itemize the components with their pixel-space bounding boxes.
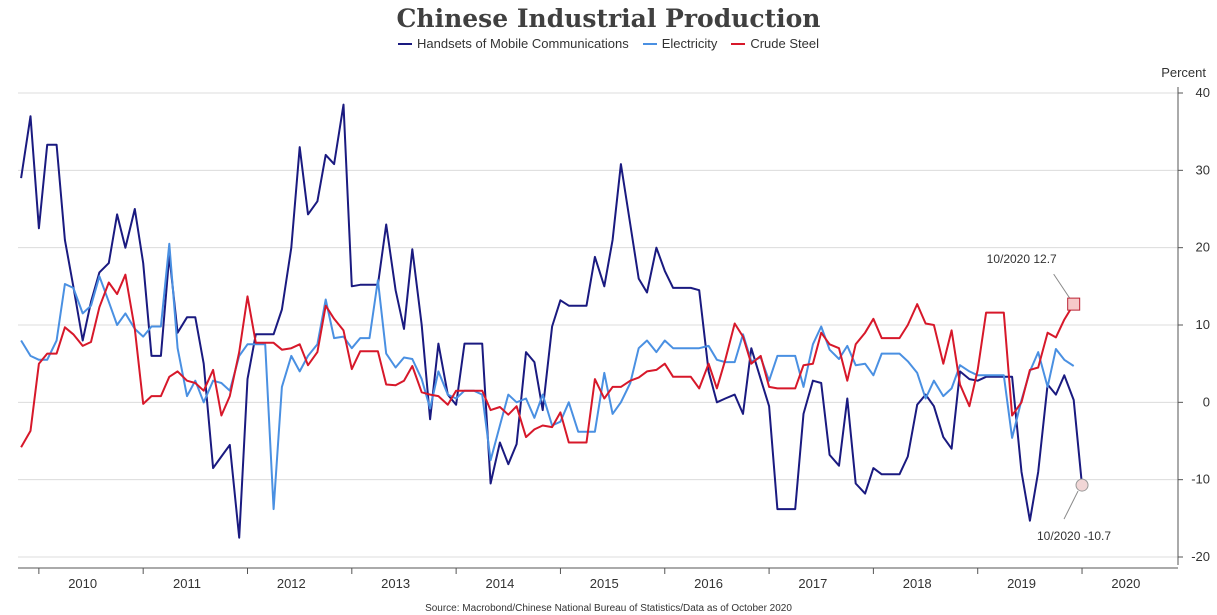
legend-label-crude-steel: Crude Steel (750, 36, 819, 51)
y-axis-unit-label: Percent (1161, 65, 1206, 80)
series-lines (20, 103, 1083, 539)
legend-swatch-handsets (398, 42, 412, 45)
y-tick-label: 0 (1203, 394, 1210, 409)
y-tick-label: -10 (1191, 472, 1210, 487)
legend-item-crude-steel: Crude Steel (731, 36, 819, 51)
y-axis: 40 30 20 10 0 -10 -20 (1177, 85, 1210, 565)
y-tick-label: 20 (1196, 240, 1210, 255)
legend-item-electricity: Electricity (642, 36, 718, 51)
chart-title: Chinese Industrial Production (396, 4, 821, 33)
x-tick-label: 2019 (1007, 576, 1036, 591)
legend-label-electricity: Electricity (661, 36, 718, 51)
y-tick-label: 10 (1196, 317, 1210, 332)
annotation-marker-steel (1067, 297, 1081, 311)
x-tick-label: 2014 (485, 576, 514, 591)
x-tick-label: 2011 (173, 576, 201, 591)
y-tick-label: 40 (1196, 85, 1210, 100)
x-axis: 2010 2011 2012 2013 2014 2015 2016 2017 2018 2019… (18, 567, 1178, 591)
annotation-label-steel: 10/2020 12.7 (987, 252, 1057, 266)
x-tick-label: 2020 (1111, 576, 1140, 591)
legend-swatch-crude-steel (731, 42, 746, 45)
x-tick-label: 2010 (68, 576, 97, 591)
series-line-handsets-of-mobile-communications (20, 103, 1083, 539)
source-note: Source: Macrobond/Chinese National Burea… (425, 603, 792, 614)
legend-label-handsets: Handsets of Mobile Communications (417, 36, 629, 51)
x-tick-label: 2017 (798, 576, 827, 591)
y-tick-label: -20 (1191, 549, 1210, 564)
legend-item-handsets: Handsets of Mobile Communications (398, 36, 629, 51)
x-tick-label: 2018 (903, 576, 932, 591)
x-tick-label: 2015 (590, 576, 619, 591)
annotation-marker-handsets (1075, 478, 1089, 492)
y-tick-label: 30 (1196, 162, 1210, 177)
chart-legend: Handsets of Mobile Communications Electr… (0, 36, 1217, 51)
series-line-crude-steel (20, 273, 1075, 448)
annotation-leader-steel (1053, 273, 1071, 299)
legend-swatch-electricity (642, 42, 657, 45)
annotation-leader-handsets (1063, 490, 1079, 520)
annotations: 10/2020 12.7 10/2020 -10.7 (987, 252, 1112, 543)
x-tick-label: 2013 (381, 576, 410, 591)
grid-lines (18, 92, 1178, 558)
x-tick-label: 2016 (694, 576, 723, 591)
x-tick-label: 2012 (277, 576, 306, 591)
annotation-label-handsets: 10/2020 -10.7 (1037, 529, 1111, 543)
